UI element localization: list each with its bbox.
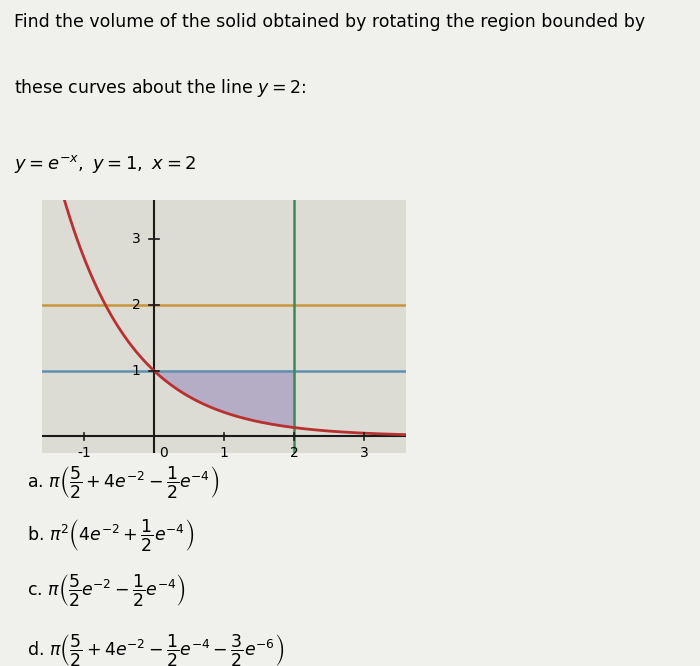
Text: $y = e^{-x},\ y = 1,\ x = 2$: $y = e^{-x},\ y = 1,\ x = 2$: [14, 153, 197, 175]
Text: d. $\pi\left(\dfrac{5}{2} + 4e^{-2} - \dfrac{1}{2}e^{-4} - \dfrac{3}{2}e^{-6}\ri: d. $\pi\left(\dfrac{5}{2} + 4e^{-2} - \d…: [27, 632, 285, 666]
Text: 2: 2: [132, 298, 141, 312]
Text: b. $\pi^2\left(4e^{-2} + \dfrac{1}{2}e^{-4}\right)$: b. $\pi^2\left(4e^{-2} + \dfrac{1}{2}e^{…: [27, 517, 195, 553]
Text: 3: 3: [132, 232, 141, 246]
Text: 0: 0: [160, 446, 169, 460]
Text: a. $\pi\left(\dfrac{5}{2} + 4e^{-2} - \dfrac{1}{2}e^{-4}\right)$: a. $\pi\left(\dfrac{5}{2} + 4e^{-2} - \d…: [27, 464, 220, 500]
Text: 3: 3: [360, 446, 368, 460]
Text: these curves about the line $y = 2$:: these curves about the line $y = 2$:: [14, 77, 306, 99]
Text: Find the volume of the solid obtained by rotating the region bounded by: Find the volume of the solid obtained by…: [14, 13, 645, 31]
Text: 2: 2: [290, 446, 298, 460]
Text: 1: 1: [132, 364, 141, 378]
Text: 1: 1: [220, 446, 228, 460]
Text: c. $\pi\left(\dfrac{5}{2}e^{-2} - \dfrac{1}{2}e^{-4}\right)$: c. $\pi\left(\dfrac{5}{2}e^{-2} - \dfrac…: [27, 572, 186, 608]
Text: -1: -1: [77, 446, 91, 460]
